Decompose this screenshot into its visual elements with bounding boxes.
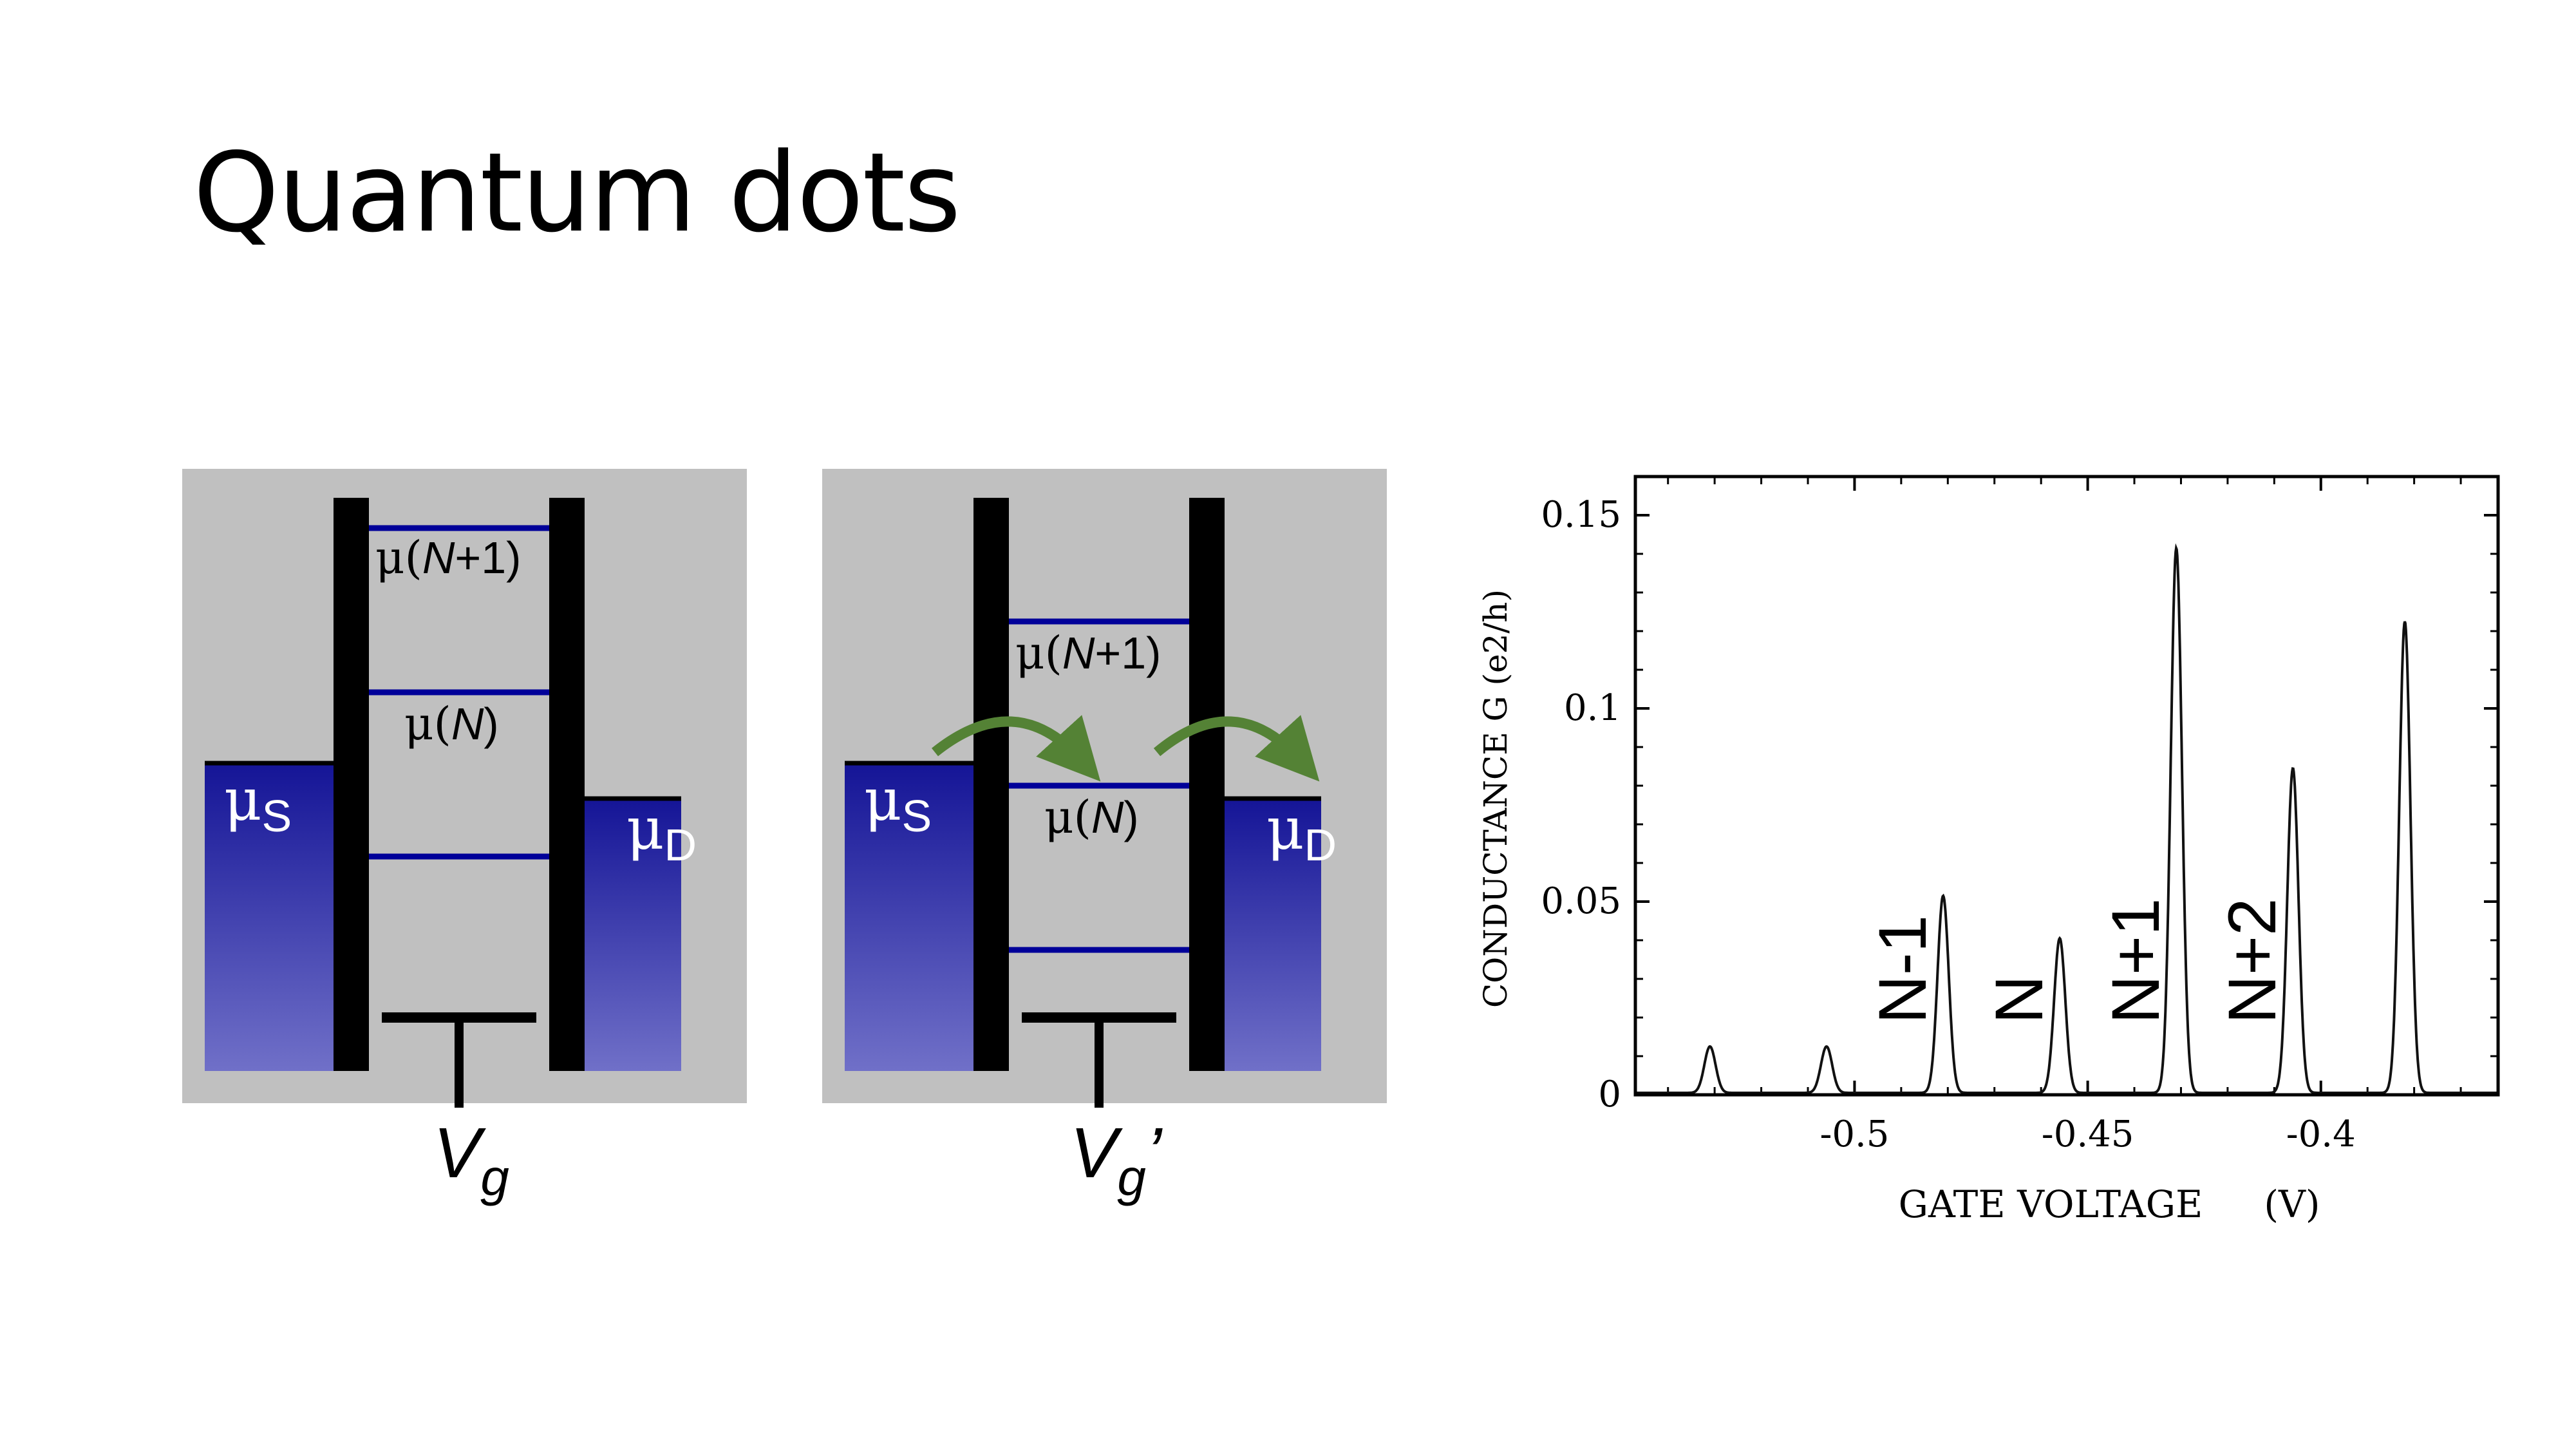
x-tick-label: -0.4 (2286, 1113, 2356, 1155)
x-tick-label: -0.45 (2042, 1113, 2134, 1155)
x-tick-labels: -0.5 -0.45 -0.4 (1819, 1113, 2355, 1155)
source-reservoir (205, 762, 337, 1071)
level-label-n-plus-1: μ(N+1) (1015, 627, 1161, 679)
tunneling-arrow-source-to-dot (932, 715, 1101, 782)
gate-voltage-label: Vg (433, 1113, 509, 1206)
right-tunnel-barrier (549, 498, 585, 1071)
conductance-chart: 0 0.05 0.1 0.15 -0.5 -0.45 -0.4 N-1 N N+1 N+2 CO… (1477, 475, 2500, 1226)
conductance-trace (1635, 543, 2498, 1094)
y-tick-label: 0.1 (1564, 687, 1621, 729)
level-label-n-plus-1: μ(N+1) (375, 531, 522, 584)
source-reservoir (845, 762, 977, 1071)
x-axis-unit: (V) (2264, 1182, 2320, 1226)
energy-diagram-vg: μ(N+1) μ(N) μS μD Vg (182, 469, 747, 1206)
left-tunnel-barrier (973, 498, 1009, 1071)
level-label-n: μ(N) (1044, 791, 1139, 844)
mu-drain-label: μD (1266, 795, 1337, 870)
level-label-n: μ(N) (404, 697, 499, 750)
y-tick-labels: 0 0.05 0.1 0.15 (1541, 494, 1621, 1115)
slide-title: Quantum dots (193, 129, 961, 257)
annotation-nminus1: N-1 (1865, 915, 1941, 1024)
annotation-nplus2: N+2 (2215, 898, 2290, 1024)
x-tick-label: -0.5 (1819, 1113, 1889, 1155)
charge-state-labels: N-1 N N+1 N+2 (1865, 898, 2290, 1024)
annotation-n: N (1982, 975, 2057, 1024)
tunneling-arrow-dot-to-drain (1153, 715, 1320, 782)
mu-source-label: μS (224, 766, 292, 841)
left-tunnel-barrier (334, 498, 369, 1071)
y-tick-label: 0.15 (1541, 494, 1621, 536)
mu-source-label: μS (864, 766, 932, 841)
right-tunnel-barrier (1189, 498, 1225, 1071)
plot-frame (1633, 475, 2500, 1097)
x-axis-label: GATE VOLTAGE (1899, 1182, 2203, 1226)
mu-drain-label: μD (626, 795, 697, 870)
y-axis-label: CONDUCTANCE G (e2/h) (1477, 589, 1514, 1008)
annotation-nplus1: N+1 (2098, 898, 2174, 1024)
y-tick-label: 0.05 (1541, 880, 1621, 922)
gate-voltage-label: Vg’ (1070, 1113, 1163, 1206)
y-tick-label: 0 (1598, 1074, 1621, 1115)
energy-diagram-vg-prime: μ(N+1) μ(N) μS μD Vg’ (822, 469, 1387, 1206)
